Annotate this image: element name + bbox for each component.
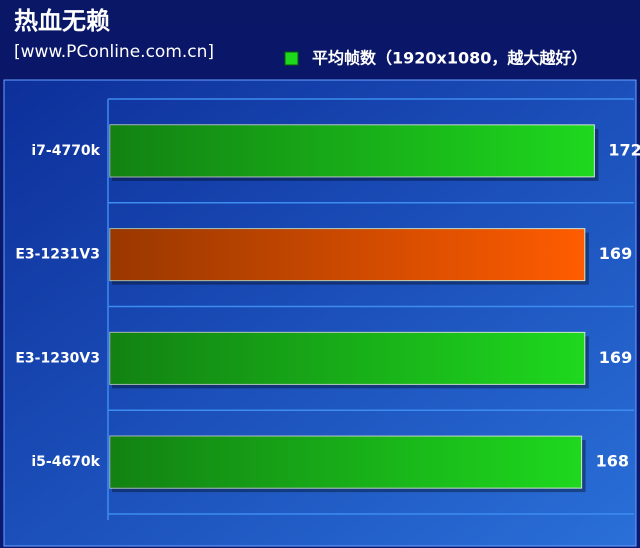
value-label: 168 (596, 452, 629, 471)
legend-label: 平均帧数（1920x1080，越大越好） (312, 49, 587, 68)
y-tick-label: E3-1231V3 (15, 247, 100, 263)
y-tick-label: E3-1230V3 (15, 350, 100, 366)
legend-swatch (284, 51, 299, 66)
chart-title: 热血无赖 (14, 7, 110, 35)
value-label: 169 (599, 348, 632, 367)
legend: 平均帧数（1920x1080，越大越好） (284, 49, 587, 68)
bar-shade (110, 436, 582, 489)
chart-subtitle: [www.PConline.com.cn] (14, 42, 214, 62)
y-tick-label: i7-4770k (31, 143, 100, 159)
bar-shade (110, 332, 585, 385)
value-label: 169 (599, 244, 632, 263)
y-tick-label: i5-4670k (31, 454, 100, 470)
bar-shade (110, 124, 595, 177)
bar-shade (110, 228, 585, 281)
value-label: 172 (608, 140, 640, 159)
